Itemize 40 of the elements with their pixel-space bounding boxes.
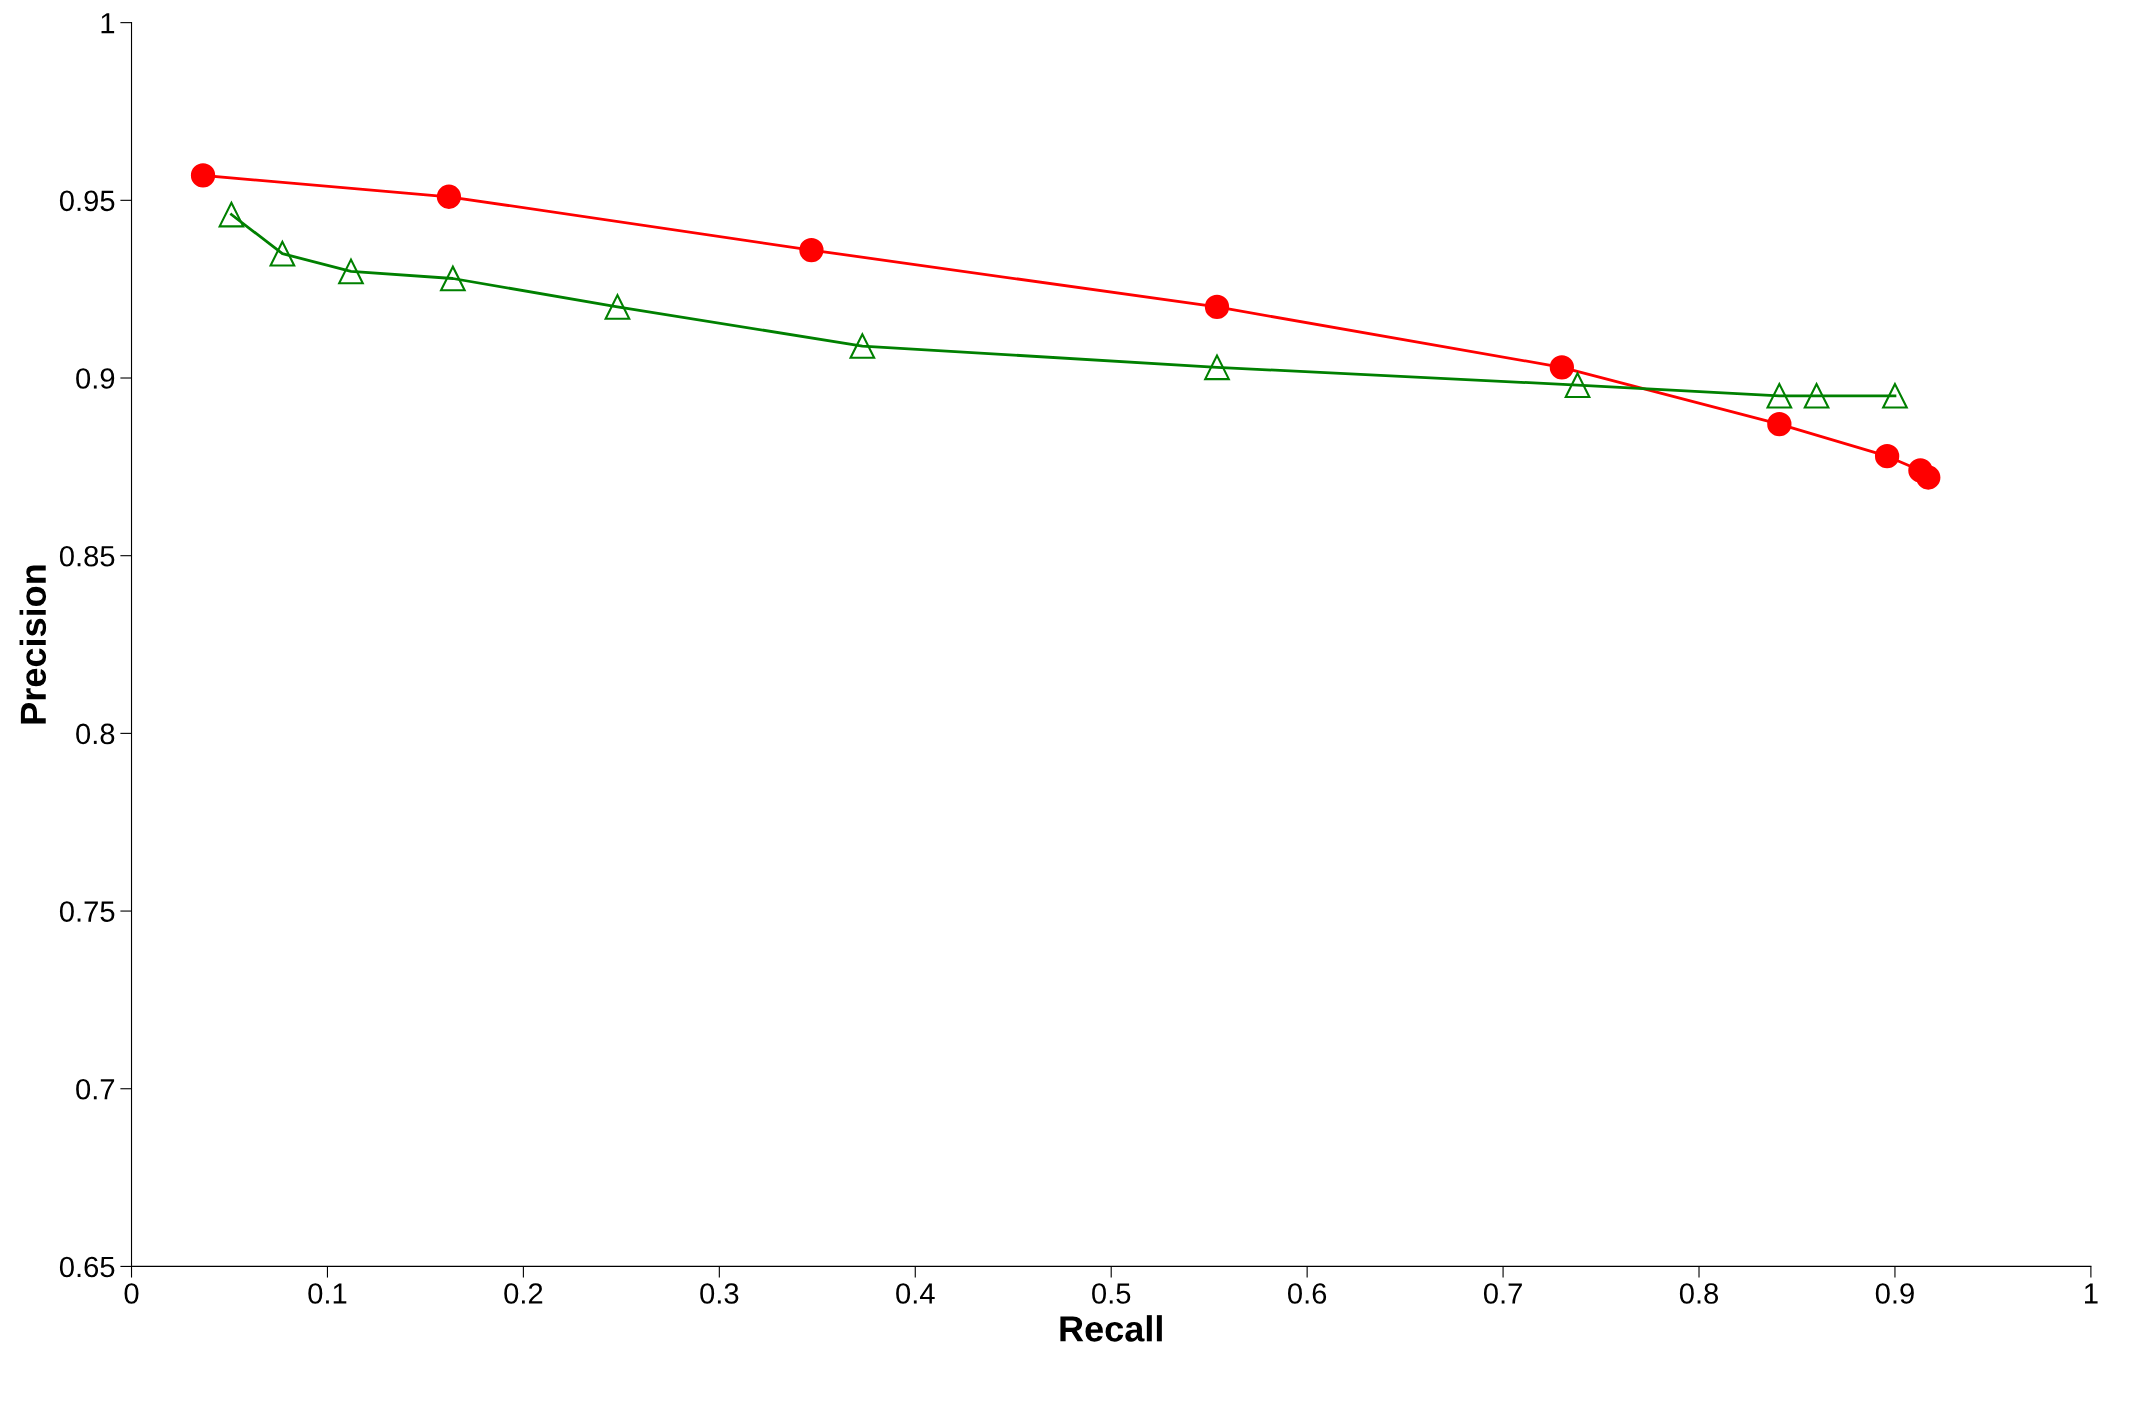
point (1204, 294, 1230, 320)
y-tick-label: 0.65 (59, 1256, 115, 1278)
point (1766, 382, 1793, 409)
y-tick-label: 0.95 (59, 190, 115, 212)
point (799, 237, 824, 263)
y-tick-label: 0.75 (59, 901, 115, 922)
y-axis-title: Precision (19, 565, 47, 724)
x-tick-label: 0.7 (1483, 1283, 1522, 1304)
point (440, 265, 466, 292)
x-tick-label: 0.5 (1092, 1283, 1131, 1304)
x-tick-label: 0.1 (308, 1283, 347, 1304)
point (1767, 412, 1792, 437)
x-tick-label: 0.8 (1679, 1283, 1719, 1304)
point (1803, 382, 1830, 409)
y-tick-label: 0.7 (76, 1078, 115, 1100)
x-tick-label: 0.3 (700, 1283, 739, 1304)
point (436, 184, 462, 209)
point (604, 294, 631, 320)
x-tick-label: 0.9 (1875, 1283, 1914, 1304)
x-tick-label: 0.6 (1288, 1283, 1327, 1304)
point (1204, 354, 1230, 381)
point (218, 201, 245, 228)
point (190, 163, 216, 188)
y-tick-label: 0.9 (76, 368, 115, 389)
point (269, 240, 296, 267)
point (1564, 372, 1591, 398)
point (338, 258, 364, 285)
x-axis-title: Recall (1060, 1315, 1162, 1342)
point (1549, 355, 1575, 380)
point (1874, 444, 1900, 469)
x-tick-label: 0 (124, 1283, 139, 1304)
y-tick-label: 1 (101, 13, 115, 34)
y-tick-label: 0.85 (59, 545, 115, 567)
x-tick-label: 0.4 (896, 1283, 935, 1304)
x-tick-label: 0.2 (504, 1283, 543, 1304)
y-tick-label: 0.8 (76, 723, 115, 745)
point (849, 333, 876, 359)
point (1916, 465, 1941, 490)
point (1882, 382, 1908, 409)
x-tick-label: 1 (2085, 1283, 2098, 1304)
